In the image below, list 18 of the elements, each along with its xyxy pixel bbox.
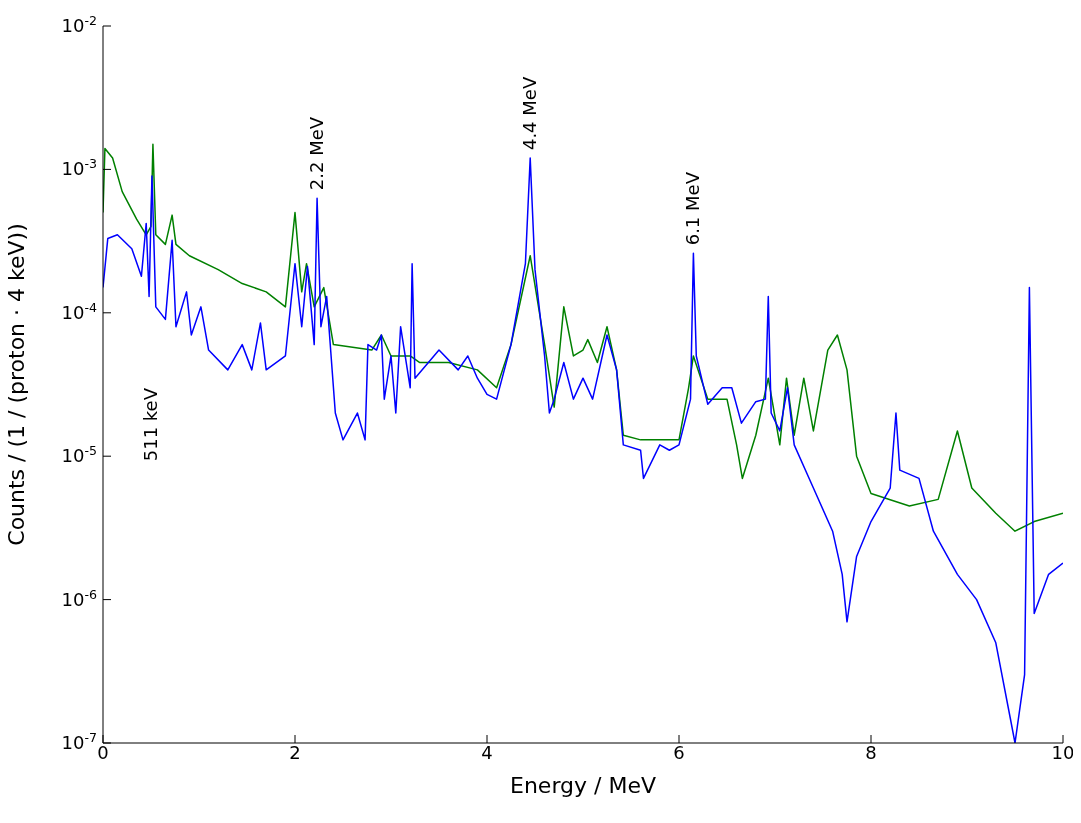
annotation: 511 keV (140, 388, 162, 462)
x-axis-title: Energy / MeV (510, 773, 656, 798)
x-tick-label: 4 (481, 742, 493, 763)
y-tick-label: 10$^{-4}$ (61, 299, 97, 323)
annotation: 2.2 MeV (306, 116, 328, 191)
y-tick-label: 10$^{-3}$ (61, 155, 97, 180)
x-tick-label: 10 (1051, 742, 1075, 763)
y-axis-title: Counts / (1 / (proton · 4 keV)) (3, 223, 29, 546)
x-tick-label: 8 (865, 742, 877, 763)
y-tick-label: 10$^{-6}$ (61, 586, 97, 610)
x-tick-label: 0 (97, 742, 109, 763)
annotation: 6.1 MeV (682, 171, 704, 246)
annotation: 4.4 MeV (519, 76, 541, 151)
y-tick-label: 10$^{-7}$ (61, 729, 97, 753)
x-tick-label: 2 (289, 742, 301, 763)
x-tick-label: 6 (673, 742, 685, 763)
y-tick-label: 10$^{-5}$ (61, 442, 97, 467)
y-tick-label: 10$^{-2}$ (61, 12, 97, 36)
